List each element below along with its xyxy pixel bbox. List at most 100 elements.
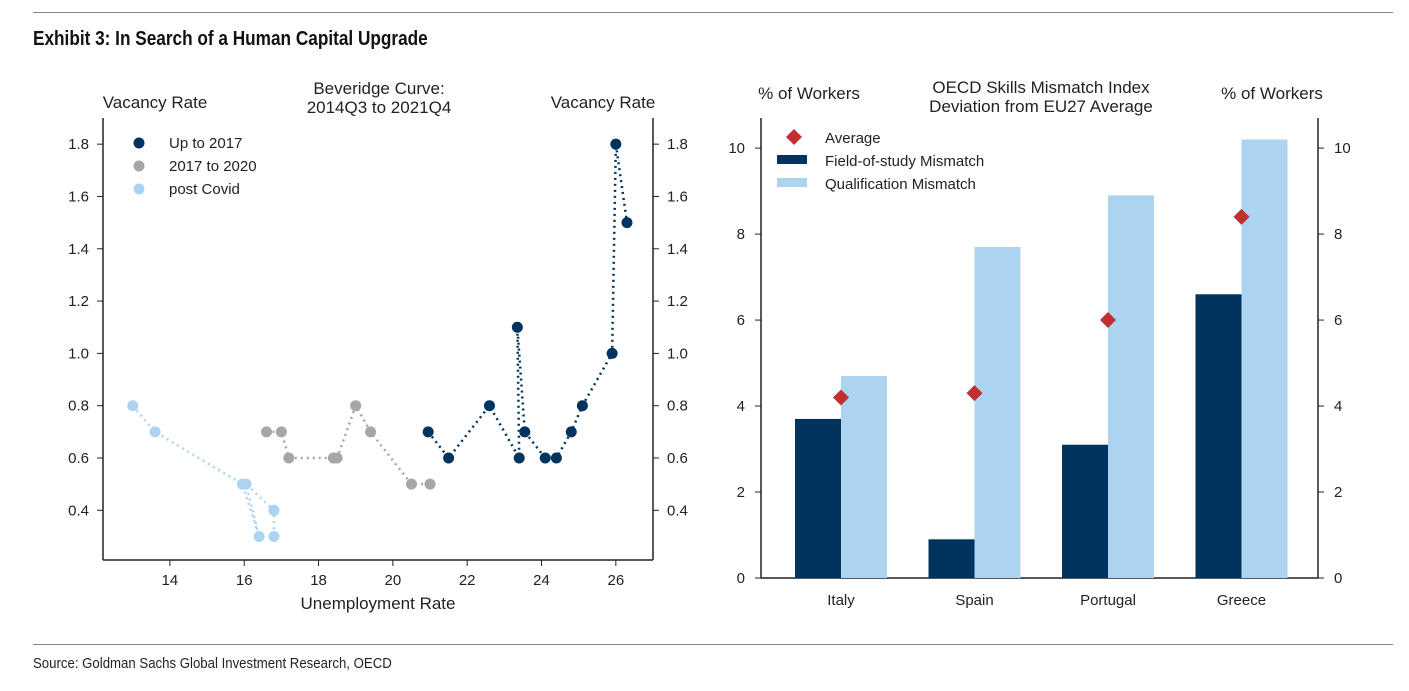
- y-tick-label-left: 0: [737, 570, 745, 587]
- data-point: [606, 347, 618, 359]
- data-point: [550, 452, 562, 464]
- legend-marker: [777, 178, 807, 187]
- x-tick-label: 14: [162, 572, 179, 589]
- series-line: [427, 143, 629, 461]
- bottom-rule: [33, 644, 1393, 645]
- data-point: [424, 478, 436, 490]
- x-tick-label: 18: [310, 572, 327, 589]
- x-tick-label: 22: [459, 572, 476, 589]
- y-tick-label-left: 0.4: [68, 502, 89, 519]
- legend-label: post Covid: [169, 181, 240, 198]
- x-tick-label: Greece: [1217, 592, 1266, 609]
- average-diamond: [1233, 208, 1250, 225]
- legend-marker: [133, 137, 145, 149]
- legend-label: Qualification Mismatch: [825, 176, 976, 193]
- y-tick-label-left: 0.6: [68, 450, 89, 467]
- chart-title-line2: 2014Q3 to 2021Q4: [307, 98, 452, 117]
- y-tick-label-left: 8: [737, 226, 745, 243]
- exhibit-title: Exhibit 3: In Search of a Human Capital …: [33, 28, 428, 50]
- y-tick-label-right: 0.8: [667, 398, 688, 415]
- x-tick-label: Italy: [827, 592, 855, 609]
- y-tick-label-left: 0.8: [68, 398, 89, 415]
- x-tick-label: 20: [385, 572, 402, 589]
- y-tick-label-right: 2: [1334, 484, 1342, 501]
- bar-qualification: [1108, 195, 1154, 578]
- data-point: [261, 426, 273, 438]
- data-point: [275, 426, 287, 438]
- top-rule: [33, 12, 1393, 13]
- series-line: [266, 402, 431, 486]
- bar-qualification: [1241, 139, 1288, 578]
- y-tick-label-left: 10: [728, 140, 745, 157]
- legend-label: Field-of-study Mismatch: [825, 153, 984, 170]
- y-axis-label-right: % of Workers: [1221, 84, 1323, 103]
- y-tick-label-right: 0.6: [667, 450, 688, 467]
- chart-title-line2: Deviation from EU27 Average: [929, 97, 1153, 116]
- legend-marker: [777, 155, 807, 164]
- data-point: [513, 452, 525, 464]
- bar-field-of-study: [1195, 294, 1242, 578]
- bar-field-of-study: [928, 539, 975, 578]
- y-tick-label-left: 4: [737, 398, 745, 415]
- y-axis-label-left: % of Workers: [758, 84, 860, 103]
- data-point: [268, 530, 280, 542]
- y-tick-label-right: 6: [1334, 312, 1342, 329]
- x-axis-label: Unemployment Rate: [301, 594, 456, 613]
- source-note: Source: Goldman Sachs Global Investment …: [33, 655, 392, 672]
- y-tick-label-right: 0.4: [667, 502, 688, 519]
- legend-marker: [133, 183, 145, 195]
- x-tick-label: 26: [607, 572, 624, 589]
- y-tick-label-right: 10: [1334, 140, 1351, 157]
- y-tick-label-left: 1.8: [68, 136, 89, 153]
- data-point: [331, 452, 343, 464]
- y-tick-label-right: 0: [1334, 570, 1342, 587]
- y-tick-label-right: 1.8: [667, 136, 688, 153]
- legend-label: 2017 to 2020: [169, 158, 257, 175]
- y-axis-label-left: Vacancy Rate: [103, 93, 208, 112]
- data-point: [511, 321, 523, 333]
- average-diamond: [966, 385, 983, 402]
- y-tick-label-right: 8: [1334, 226, 1342, 243]
- average-diamond: [833, 389, 849, 406]
- data-point: [539, 452, 551, 464]
- y-axis-label-right: Vacancy Rate: [551, 93, 656, 112]
- data-point: [253, 530, 265, 542]
- x-tick-label: Portugal: [1080, 592, 1136, 609]
- data-point: [268, 504, 280, 516]
- data-point: [565, 426, 577, 438]
- legend-marker: [786, 129, 802, 145]
- series-line: [131, 404, 276, 537]
- bar-qualification: [841, 375, 887, 578]
- data-point: [405, 478, 417, 490]
- average-diamond: [1100, 312, 1116, 329]
- data-point: [422, 426, 434, 438]
- data-point: [610, 138, 622, 150]
- data-point: [483, 400, 495, 412]
- data-point: [283, 452, 295, 464]
- x-tick-label: 16: [236, 572, 253, 589]
- y-tick-label-left: 2: [737, 484, 745, 501]
- bar-qualification: [974, 246, 1021, 578]
- y-tick-label-left: 1.2: [68, 293, 89, 310]
- legend-label: Average: [825, 130, 881, 147]
- x-tick-label: 24: [533, 572, 550, 589]
- y-tick-label-right: 1.4: [667, 241, 688, 258]
- data-point: [443, 452, 455, 464]
- chart-title-line1: OECD Skills Mismatch Index: [932, 78, 1150, 97]
- y-tick-label-right: 1.0: [667, 345, 688, 362]
- data-point: [519, 426, 531, 438]
- y-tick-label-right: 1.6: [667, 188, 688, 205]
- y-tick-label-right: 1.2: [667, 293, 688, 310]
- data-point: [576, 400, 588, 412]
- data-point: [621, 217, 633, 229]
- bar-field-of-study: [795, 418, 841, 578]
- y-tick-label-left: 1.0: [68, 345, 89, 362]
- data-point: [240, 478, 252, 490]
- bar-field-of-study: [1062, 444, 1108, 578]
- legend-marker: [133, 160, 145, 172]
- chart-title-line1: Beveridge Curve:: [313, 79, 444, 98]
- x-tick-label: Spain: [955, 592, 993, 609]
- y-tick-label-left: 6: [737, 312, 745, 329]
- data-point: [365, 426, 377, 438]
- data-point: [350, 400, 362, 412]
